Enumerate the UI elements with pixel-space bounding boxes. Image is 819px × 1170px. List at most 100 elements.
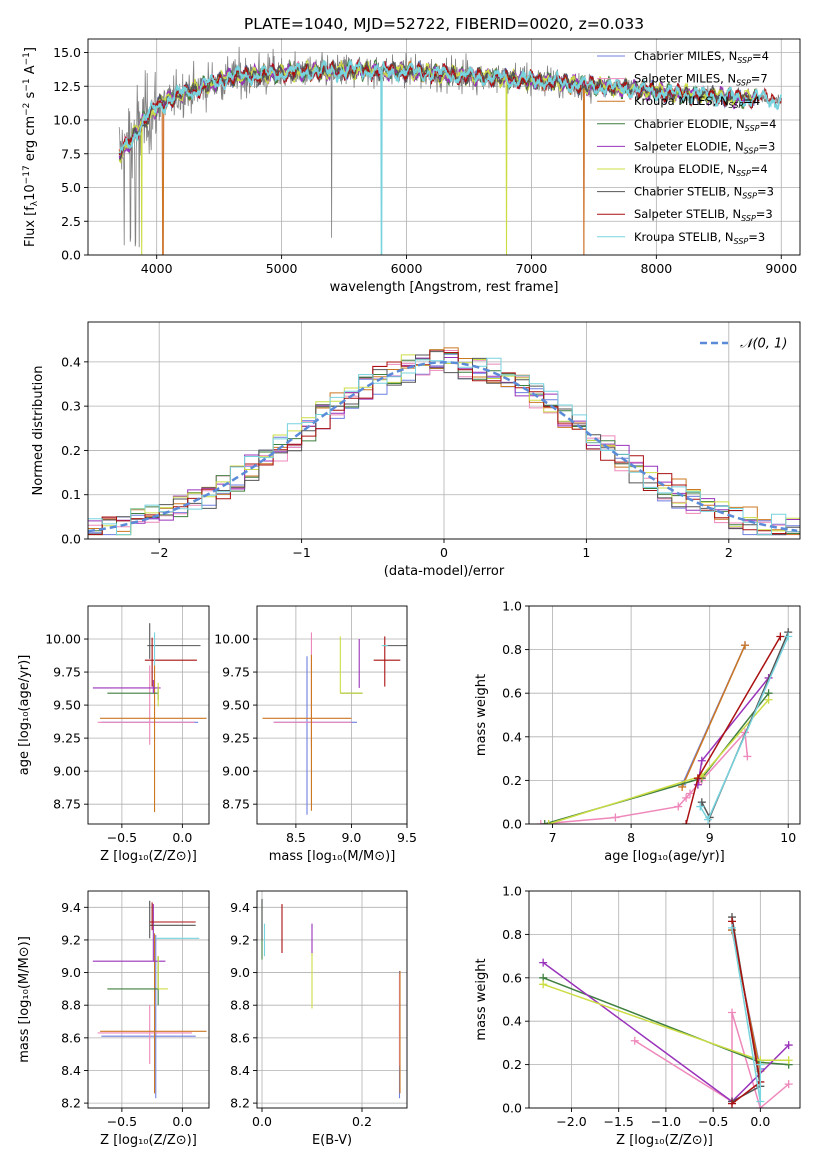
y-tick-label: 8.8: [230, 998, 250, 1013]
legend-sub: SSP: [729, 101, 744, 110]
x-tick-label: 9: [706, 830, 714, 845]
y-axis-label: Normed distribution: [31, 366, 46, 496]
y-tick-label: 2.5: [61, 214, 81, 229]
legend-name: Salpeter STELIB, N: [634, 207, 741, 221]
weight-line-kroupa-miles: [681, 644, 746, 788]
y-tick-label: 5.0: [61, 180, 81, 195]
grid-lines: [88, 606, 209, 824]
x-tick-label: −0.5: [107, 830, 137, 845]
legend-name: Kroupa MILES, N: [634, 94, 729, 108]
legend-count: =4: [760, 117, 777, 131]
weight-marker: [756, 1060, 765, 1069]
x-tick-label: 9000: [765, 261, 797, 276]
x-tick-label: 7000: [516, 261, 548, 276]
x-tick-label: 8.5: [286, 830, 306, 845]
legend-count: =3: [756, 207, 773, 221]
y-tick-label: 0.0: [61, 248, 81, 263]
legend-entry: Chabrier ELODIE, NSSP=4: [634, 117, 776, 133]
normal-curve: [88, 361, 798, 533]
y-tick-label: 0.2: [502, 773, 522, 788]
legend-sub: SSP: [745, 124, 760, 133]
legend-sub: SSP: [734, 237, 749, 246]
axes-frame: [256, 890, 408, 1109]
x-tick-label: 0.0: [252, 1114, 272, 1129]
x-axis-label: wavelength [Angstrom, rest frame]: [330, 280, 559, 295]
plot-area: [92, 900, 207, 1099]
weight-marker: [630, 1036, 639, 1045]
plot-area: [261, 899, 401, 1099]
panel-massweight-vs-age: 7 8 9 10 0.0 0.2 0.4 0.6 0.8 1.0 age [log₁₀(age/yr…: [474, 599, 801, 864]
grid-lines: [257, 891, 407, 1108]
x-tick-label: 0.0: [172, 830, 192, 845]
weight-marker: [764, 695, 773, 704]
panel-spectrum: 4000 5000 6000 7000 8000 9000 0.0 2.5 5.0 7.5 10.0…: [22, 38, 801, 295]
x-tick-label: −1.5: [604, 1114, 634, 1129]
legend-entry: Salpeter ELODIE, NSSP=3: [634, 139, 775, 155]
weight-marker: [611, 813, 620, 822]
legend-entry: Kroupa STELIB, NSSP=3: [634, 230, 765, 246]
y-tick-label: 8.2: [61, 1096, 81, 1111]
y-tick-label: 0.0: [502, 1101, 522, 1116]
plot-area: [118, 46, 783, 255]
model-spectrum-kroupa-stelib: [118, 58, 783, 255]
weight-marker: [674, 802, 683, 811]
legend-count: =3: [757, 185, 774, 199]
y-axis-label: Flux [fλ10−17 erg cm−2 s−1 A−1]: [22, 47, 40, 247]
figure-title: PLATE=1040, MJD=52722, FIBERID=0020, z=0…: [244, 15, 644, 33]
y-tick-label: 8.8: [61, 998, 81, 1013]
y-tick-label: 0.2: [61, 443, 81, 458]
panel-residuals: −2 −1 0 1 2 0.0 0.1 0.2 0.3 0.4 (data-model)/error…: [31, 321, 801, 579]
y-tick-label: 0.3: [61, 399, 81, 414]
weight-marker: [536, 820, 545, 824]
plot-area: [539, 913, 793, 1108]
y-tick-label: 1.0: [502, 884, 522, 899]
legend-sub: SSP: [736, 79, 751, 88]
weight-marker: [728, 923, 737, 932]
legend-name: Chabrier ELODIE, N: [634, 117, 745, 131]
x-axis-label: (data-model)/error: [384, 564, 505, 579]
weight-marker: [682, 793, 691, 802]
legend-name: Chabrier STELIB, N: [634, 185, 742, 199]
x-tick-label: 8: [627, 830, 635, 845]
x-tick-label: −1.0: [651, 1114, 681, 1129]
panel-age-vs-Z: −0.5 0.0 8.75 9.00 9.25 9.50 9.75 10.00 Z [log₁₀…: [17, 605, 210, 864]
weight-marker: [540, 820, 549, 824]
y-tick-label: 0.4: [502, 729, 522, 744]
y-tick-label: 10.0: [53, 113, 81, 128]
y-tick-label: 0.4: [502, 1014, 522, 1029]
x-axis-label: E(B-V): [312, 1133, 352, 1148]
y-axis-label: age [log₁₀(age/yr)]: [17, 655, 32, 776]
legend-count: =7: [751, 72, 768, 86]
axes-frame: [87, 321, 801, 540]
y-axis-label: mass weight: [474, 958, 489, 1040]
legend-count: =3: [748, 230, 765, 244]
x-tick-label: 9.0: [341, 830, 361, 845]
plot-area: [262, 632, 407, 815]
weight-marker: [728, 1008, 737, 1017]
weight-marker: [697, 756, 706, 765]
x-axis-label: age [log₁₀(age/yr)]: [604, 849, 725, 864]
axes-frame: [528, 605, 801, 825]
x-tick-label: −0.5: [698, 1114, 728, 1129]
x-tick-label: 6000: [391, 261, 423, 276]
weight-marker: [693, 774, 702, 783]
y-tick-label: 9.00: [222, 764, 250, 779]
y-tick-label: 9.4: [61, 900, 81, 915]
weight-line-chabrier-stelib: [701, 631, 789, 820]
weight-marker: [784, 1041, 793, 1050]
y-tick-label: 0.8: [502, 927, 522, 942]
legend-name: Kroupa STELIB, N: [634, 230, 734, 244]
y-tick-label: 8.75: [53, 797, 81, 812]
axes-frame: [528, 890, 801, 1109]
y-tick-label: 8.2: [230, 1096, 250, 1111]
y-tick-label: 9.25: [53, 731, 81, 746]
residual-histogram-salpeter-stelib: [88, 349, 800, 536]
legend-sub: SSP: [744, 146, 759, 155]
x-tick-label: −1: [292, 545, 310, 560]
y-label-part: λ: [30, 200, 40, 206]
y-tick-label: 8.4: [61, 1063, 81, 1078]
x-tick-label: 7: [549, 830, 557, 845]
x-tick-label: 9.5: [397, 830, 417, 845]
weight-marker: [704, 815, 713, 824]
